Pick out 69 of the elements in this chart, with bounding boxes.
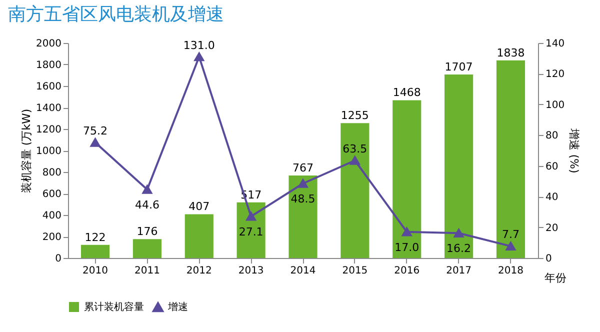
y-tick-label: 800 <box>42 168 62 178</box>
y-tick-label: 1800 <box>36 60 62 71</box>
x-tick-label: 2010 <box>82 266 108 276</box>
bar <box>288 176 318 258</box>
data-label: 1468 <box>392 86 421 100</box>
data-label: 75.2 <box>83 124 108 138</box>
bar <box>392 100 422 258</box>
y2-tick-label: 60 <box>546 161 558 172</box>
point <box>506 242 516 251</box>
point <box>90 138 100 147</box>
y2-tick-label: 100 <box>546 100 565 111</box>
x-tick-label: 2014 <box>290 266 316 276</box>
y-tick-label: 400 <box>42 210 62 222</box>
point <box>194 52 204 62</box>
x-tick-label: 2018 <box>498 266 524 276</box>
chart-title: 南方五省区风电装机及增速 <box>8 4 224 25</box>
bar <box>132 239 162 258</box>
x-tick-label: 2017 <box>446 266 472 276</box>
y2-tick-label: 20 <box>546 222 558 234</box>
data-label: 16.2 <box>446 242 472 256</box>
legend-label: 累计装机容量 <box>84 301 144 313</box>
y-tick-label: 1600 <box>36 82 62 92</box>
y2-tick-label: 120 <box>546 69 565 80</box>
y-tick-label: 1200 <box>36 124 62 136</box>
x-tick-label: 2011 <box>134 266 160 276</box>
point <box>142 185 152 194</box>
bar <box>236 202 266 258</box>
y-tick-label: 200 <box>42 232 62 243</box>
x-tick-label: 2015 <box>342 266 368 276</box>
y2-tick-label: 0 <box>546 254 552 264</box>
bar <box>80 244 110 258</box>
data-label: 1707 <box>444 60 473 74</box>
x-axis-title: 年份 <box>544 272 566 284</box>
point <box>350 156 360 165</box>
point <box>402 228 412 236</box>
data-label: 48.5 <box>290 192 316 206</box>
data-label: 176 <box>136 225 158 238</box>
bar <box>340 123 370 258</box>
data-label: 767 <box>292 162 314 175</box>
legend-label: 增速 <box>167 301 188 313</box>
y-tick-label: 0 <box>55 254 62 264</box>
y2-tick-label: 140 <box>546 38 565 50</box>
bar <box>444 74 474 258</box>
bar <box>184 214 214 258</box>
y2-axis-title: 增速 (%) <box>568 128 581 174</box>
y-tick-label: 600 <box>42 189 62 200</box>
data-label: 1838 <box>496 46 525 60</box>
data-label: 1255 <box>340 109 369 122</box>
y2-tick-label: 80 <box>546 130 558 142</box>
x-tick-label: 2013 <box>238 266 264 276</box>
x-tick-label: 2016 <box>394 266 420 276</box>
y-tick-label: 2000 <box>36 38 62 50</box>
x-tick-label: 2012 <box>186 266 212 276</box>
data-label: 63.5 <box>342 142 368 156</box>
data-label: 122 <box>84 230 106 244</box>
point <box>454 228 464 238</box>
data-label: 44.6 <box>134 198 160 212</box>
point <box>246 212 256 221</box>
data-label: 7.7 <box>502 228 520 242</box>
point <box>298 179 308 188</box>
data-label: 27.1 <box>238 225 264 238</box>
y-axis-title: 装机容量 (万kW) <box>20 108 34 194</box>
y-tick-label: 1000 <box>36 146 62 157</box>
data-label: 407 <box>188 200 210 214</box>
y-tick-label: 1400 <box>36 103 62 114</box>
bar <box>496 60 526 258</box>
y2-tick-label: 40 <box>546 192 558 204</box>
data-label: 17.0 <box>394 240 420 254</box>
data-label: 131.0 <box>183 38 215 52</box>
